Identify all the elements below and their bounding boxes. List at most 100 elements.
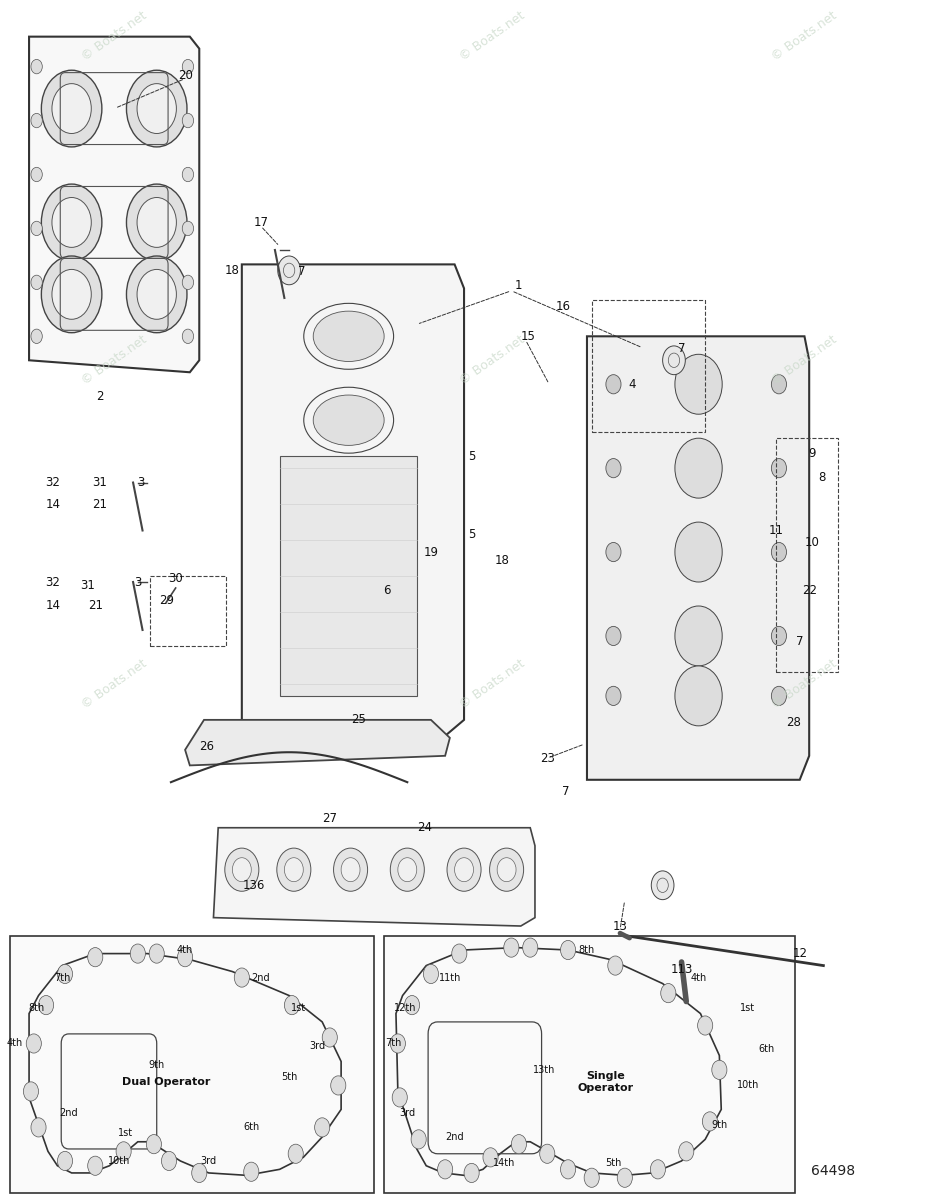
Text: 21: 21 (88, 600, 103, 612)
Text: © Boats.net: © Boats.net (457, 334, 527, 388)
Circle shape (288, 1144, 303, 1163)
Text: 5th: 5th (605, 1158, 621, 1169)
Circle shape (31, 113, 43, 127)
Text: 1st: 1st (741, 1002, 756, 1013)
Ellipse shape (313, 563, 384, 613)
Text: 23: 23 (540, 751, 555, 764)
Text: 17: 17 (253, 216, 268, 229)
Circle shape (127, 256, 187, 332)
Circle shape (411, 1129, 426, 1148)
Text: 7th: 7th (54, 972, 70, 983)
Text: 3rd: 3rd (400, 1108, 416, 1118)
Circle shape (331, 1076, 346, 1096)
Polygon shape (587, 336, 809, 780)
Circle shape (438, 1159, 453, 1178)
Text: 25: 25 (350, 713, 366, 726)
Circle shape (232, 858, 251, 882)
Circle shape (191, 1163, 206, 1182)
Text: 4: 4 (629, 378, 636, 391)
Circle shape (27, 1034, 42, 1054)
Text: © Boats.net: © Boats.net (770, 10, 839, 64)
Circle shape (31, 221, 43, 235)
Circle shape (390, 1034, 405, 1054)
Circle shape (52, 270, 91, 319)
Text: 7: 7 (297, 265, 305, 278)
Text: 14th: 14th (492, 1158, 515, 1169)
Circle shape (561, 1159, 576, 1178)
Circle shape (651, 1159, 666, 1178)
Text: © Boats.net: © Boats.net (80, 656, 150, 712)
Text: 7th: 7th (384, 1038, 402, 1049)
Text: 9th: 9th (711, 1120, 727, 1130)
Circle shape (177, 948, 192, 967)
Text: © Boats.net: © Boats.net (770, 334, 839, 388)
Circle shape (663, 346, 686, 374)
Text: 1st: 1st (291, 1002, 306, 1013)
Circle shape (182, 275, 193, 289)
Circle shape (322, 1028, 337, 1048)
FancyBboxPatch shape (384, 936, 795, 1193)
Text: 1: 1 (515, 280, 523, 293)
Text: 16: 16 (556, 300, 571, 313)
Ellipse shape (313, 479, 384, 529)
Text: 8: 8 (818, 472, 825, 485)
Circle shape (88, 1156, 103, 1175)
Text: 6: 6 (383, 584, 390, 596)
Text: 2: 2 (97, 390, 104, 403)
Circle shape (127, 184, 187, 260)
Circle shape (404, 996, 420, 1015)
Text: © Boats.net: © Boats.net (80, 334, 150, 388)
Circle shape (561, 941, 576, 960)
Circle shape (137, 84, 176, 133)
Text: 8th: 8th (579, 944, 595, 955)
Circle shape (52, 198, 91, 247)
Text: 4th: 4th (177, 944, 193, 955)
Circle shape (675, 606, 723, 666)
Circle shape (31, 1118, 46, 1136)
Circle shape (540, 1144, 555, 1163)
Text: 113: 113 (670, 962, 692, 976)
Text: 32: 32 (45, 576, 61, 588)
Text: 5: 5 (468, 528, 475, 540)
Circle shape (606, 542, 621, 562)
Circle shape (772, 374, 787, 394)
Text: 3: 3 (137, 476, 144, 490)
Text: 12th: 12th (394, 1002, 417, 1013)
Text: Single
Operator: Single Operator (578, 1072, 634, 1093)
Circle shape (606, 458, 621, 478)
Text: 136: 136 (243, 878, 265, 892)
Circle shape (31, 60, 43, 74)
Text: Dual Operator: Dual Operator (122, 1076, 210, 1087)
Text: 5: 5 (468, 450, 475, 463)
Circle shape (679, 1141, 694, 1160)
Text: 6th: 6th (759, 1044, 775, 1055)
Text: 7: 7 (563, 785, 570, 798)
Circle shape (772, 686, 787, 706)
Text: 1st: 1st (118, 1128, 134, 1139)
Circle shape (131, 944, 146, 964)
Text: 7: 7 (796, 636, 803, 648)
Circle shape (617, 1168, 633, 1187)
Circle shape (31, 167, 43, 181)
Text: 31: 31 (93, 476, 107, 490)
Circle shape (712, 1061, 727, 1080)
Circle shape (392, 1088, 407, 1108)
Circle shape (398, 858, 417, 882)
Circle shape (333, 848, 367, 892)
Circle shape (42, 184, 102, 260)
Circle shape (88, 948, 103, 967)
Text: 18: 18 (225, 264, 240, 277)
Circle shape (606, 626, 621, 646)
Circle shape (661, 984, 676, 1003)
Circle shape (182, 167, 193, 181)
Polygon shape (213, 828, 535, 926)
Circle shape (483, 1147, 498, 1166)
Circle shape (606, 686, 621, 706)
Text: 12: 12 (793, 947, 807, 960)
Text: 26: 26 (199, 739, 214, 752)
Text: 8th: 8th (28, 1002, 45, 1013)
Text: 13th: 13th (533, 1064, 556, 1075)
Circle shape (58, 1151, 73, 1170)
Polygon shape (241, 264, 464, 744)
Circle shape (42, 256, 102, 332)
